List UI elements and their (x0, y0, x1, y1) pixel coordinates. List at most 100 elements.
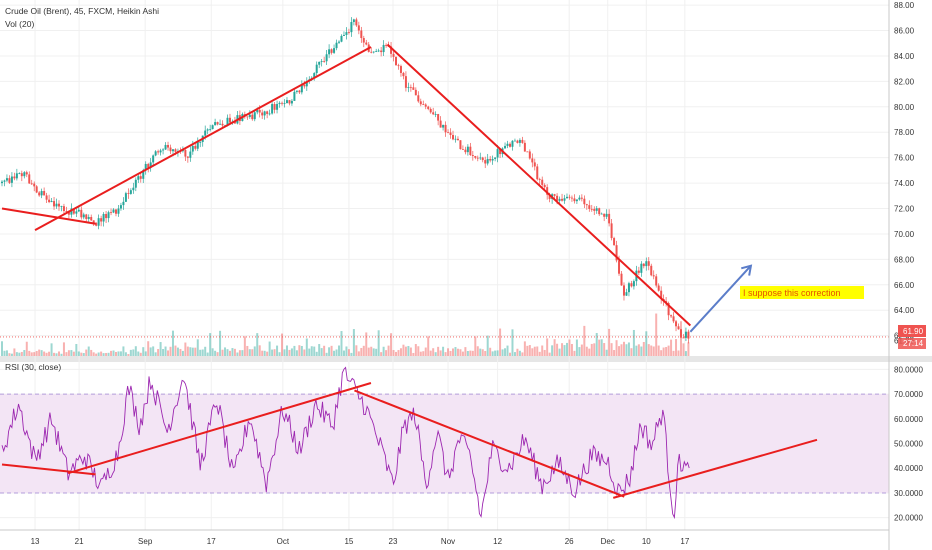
volume-bar (315, 351, 318, 356)
volume-bar (281, 333, 284, 356)
candle-body (3, 180, 6, 182)
candle-body (285, 100, 288, 104)
volume-bar (409, 347, 412, 356)
volume-bar (167, 350, 170, 356)
volume-bar (38, 349, 41, 356)
candle-body (370, 51, 373, 53)
volume-bar (162, 349, 165, 356)
candle-body (459, 140, 462, 150)
volume-bar (684, 351, 687, 356)
volume-bar (635, 345, 638, 356)
volume-bar (176, 347, 179, 356)
time-tick-label: 12 (493, 537, 502, 546)
price-tick-label: 68.00 (894, 255, 915, 264)
candle-body (422, 104, 425, 106)
price-trendline (1, 207, 96, 225)
candle-body (261, 112, 264, 116)
candle-body (372, 51, 375, 53)
candle-body (258, 109, 261, 113)
volume-bar (422, 351, 425, 356)
candle-body (627, 283, 630, 293)
volume-bar (632, 329, 635, 356)
candle-body (8, 178, 11, 183)
volume-bar (491, 351, 494, 356)
volume-bar (293, 345, 296, 356)
volume-bar (308, 348, 311, 356)
volume-bar (402, 344, 405, 356)
candle-body (469, 146, 472, 156)
volume-bar (228, 350, 231, 356)
candle-body (211, 125, 214, 130)
volume-bar (107, 352, 110, 356)
candle-body (325, 54, 328, 62)
candle-body (561, 198, 564, 201)
candle-body (687, 331, 690, 339)
time-tick-label: Oct (277, 537, 290, 546)
volume-bar (318, 344, 321, 356)
candle-body (75, 211, 78, 214)
candle-body (563, 198, 566, 201)
time-tick-label: 21 (75, 537, 84, 546)
volume-bar (360, 347, 363, 356)
volume-bar (583, 325, 586, 356)
volume-bar (667, 345, 670, 356)
volume-bar (444, 352, 447, 356)
candle-body (303, 84, 306, 87)
volume-bar (496, 350, 499, 356)
volume-bar (556, 343, 559, 356)
volume-bar (580, 344, 583, 356)
candle-body (613, 238, 616, 246)
volume-bar (551, 345, 554, 356)
volume-bar (518, 350, 521, 356)
volume-bar (499, 328, 502, 356)
countdown-label: 27:14 (903, 339, 924, 348)
candle-body (523, 142, 526, 152)
candle-body (1, 181, 3, 184)
candle-body (295, 90, 298, 92)
volume-bar (625, 344, 628, 356)
candle-body (347, 32, 350, 33)
candle-body (124, 193, 127, 202)
volume-bar (590, 343, 593, 356)
candle-body (283, 103, 286, 104)
volume-bar (310, 346, 313, 356)
candle-body (77, 209, 80, 212)
volume-bar (23, 350, 26, 356)
volume-bar (328, 347, 331, 356)
candle-body (640, 263, 643, 273)
projection-arrow-head (741, 264, 753, 276)
volume-bar (553, 339, 556, 356)
annotation-box[interactable] (740, 286, 864, 299)
volume-bar (486, 335, 489, 356)
candle-body (598, 208, 601, 215)
volume-bar (469, 350, 472, 356)
volume-bar (233, 348, 236, 356)
volume-bar (412, 352, 415, 356)
candle-body (637, 270, 640, 273)
volume-bar (575, 339, 578, 356)
candle-body (516, 140, 519, 143)
volume-bar (323, 345, 326, 356)
candle-body (112, 209, 115, 213)
volume-bar (266, 351, 269, 356)
volume-bar (238, 350, 241, 356)
candle-body (395, 56, 398, 66)
trendlines[interactable] (1, 43, 818, 499)
candle-body (360, 30, 363, 39)
candle-body (313, 73, 316, 78)
candle-body (528, 151, 531, 159)
price-tick-label: 86.00 (894, 27, 915, 36)
volume-bar (263, 350, 266, 356)
candle-body (18, 173, 21, 175)
candle-body (72, 208, 75, 214)
volume-bar (476, 346, 479, 356)
volume-bar (67, 350, 70, 356)
candle-body (365, 42, 368, 45)
volume-bar (399, 348, 402, 356)
volume-bar (395, 351, 398, 356)
volume-bar (191, 347, 194, 356)
volume-bar (355, 345, 358, 356)
volume-bar (1, 341, 3, 356)
candle-body (362, 38, 365, 43)
volume-bar (615, 340, 618, 356)
